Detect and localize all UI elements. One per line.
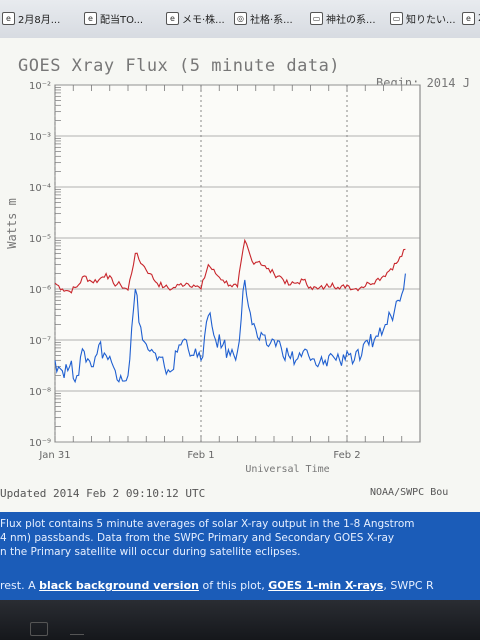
- tab-1[interactable]: e 2月8月...: [2, 9, 60, 27]
- tab-label: 配当TO...: [100, 14, 144, 26]
- x-tick-label: Feb 2: [333, 450, 360, 461]
- link-mid: of this plot,: [198, 579, 269, 592]
- tab-label: メモ·株...: [182, 14, 225, 26]
- y-tick-label: 10⁻²: [29, 81, 51, 92]
- credit-text: NOAA/SWPC Bou: [370, 487, 449, 498]
- updated-timestamp: Updated 2014 Feb 2 09:10:12 UTC: [0, 487, 206, 500]
- tab-6[interactable]: ▭ 知りたい...: [390, 9, 456, 27]
- browser-tab-bar: e 2月8月... e 配当TO... e メモ·株... ◎ 社格·系... ▭ 神社の…: [0, 0, 480, 39]
- info-line: 4 nm) passbands. Data from the SWPC Prim…: [0, 532, 395, 544]
- plot-frame: [54, 84, 421, 443]
- page-icon: e: [2, 11, 15, 25]
- window-icon: ▭: [310, 11, 323, 25]
- link-bar: rest. A black background version of this…: [0, 572, 480, 600]
- page-title: GOES Xray Flux (5 minute data): [18, 56, 341, 76]
- tab-2[interactable]: e 配当TO...: [84, 9, 143, 27]
- x-tick-label: Jan 31: [38, 450, 70, 461]
- y-tick-label: 10⁻³: [29, 132, 51, 143]
- page-icon: e: [166, 11, 179, 25]
- tab-4[interactable]: ◎ 社格·系...: [234, 9, 293, 27]
- info-bar: Flux plot contains 5 minute averages of …: [0, 512, 480, 572]
- long-channel-line: [54, 238, 406, 294]
- y-axis-label: Watts m: [5, 198, 19, 249]
- black-background-link[interactable]: black background version: [39, 579, 199, 592]
- page-icon: e: [462, 11, 475, 25]
- y-tick-label: 10⁻⁵: [29, 234, 51, 245]
- short-channel-line: [54, 273, 406, 384]
- y-tick-label: 10⁻⁷: [29, 336, 51, 347]
- x-axis-label: Universal Time: [245, 464, 329, 475]
- tab-7[interactable]: e2: [462, 9, 480, 27]
- window-icon: ▭: [390, 11, 403, 25]
- link-suffix: , SWPC R: [383, 579, 434, 592]
- tab-label: 2月8月...: [18, 14, 61, 26]
- page-icon: e: [84, 11, 97, 25]
- globe-icon: ◎: [234, 11, 247, 25]
- link-prefix: rest. A: [0, 579, 40, 592]
- tab-label: 知りたい...: [406, 14, 456, 26]
- y-tick-label: 10⁻⁸: [29, 387, 51, 398]
- x-tick-label: Feb 1: [187, 450, 214, 461]
- tab-label: 神社の系...: [326, 14, 376, 26]
- tab-label: 社格·系...: [250, 14, 293, 26]
- y-tick-label: 10⁻⁴: [29, 183, 51, 194]
- tab-label: 2: [478, 13, 480, 24]
- tab-3[interactable]: e メモ·株...: [166, 9, 225, 27]
- y-tick-label: 10⁻⁶: [29, 285, 51, 296]
- y-tick-label: 10⁻⁹: [29, 438, 51, 449]
- bezel-button-icon: [30, 622, 48, 636]
- tab-5[interactable]: ▭ 神社の系...: [310, 9, 376, 27]
- bezel-button-icon: [70, 624, 84, 635]
- info-line: Flux plot contains 5 minute averages of …: [0, 518, 415, 530]
- goes-1min-link[interactable]: GOES 1-min X-rays: [268, 579, 384, 592]
- info-line: n the Primary satellite will occur durin…: [0, 546, 301, 558]
- monitor-bezel: [0, 600, 480, 640]
